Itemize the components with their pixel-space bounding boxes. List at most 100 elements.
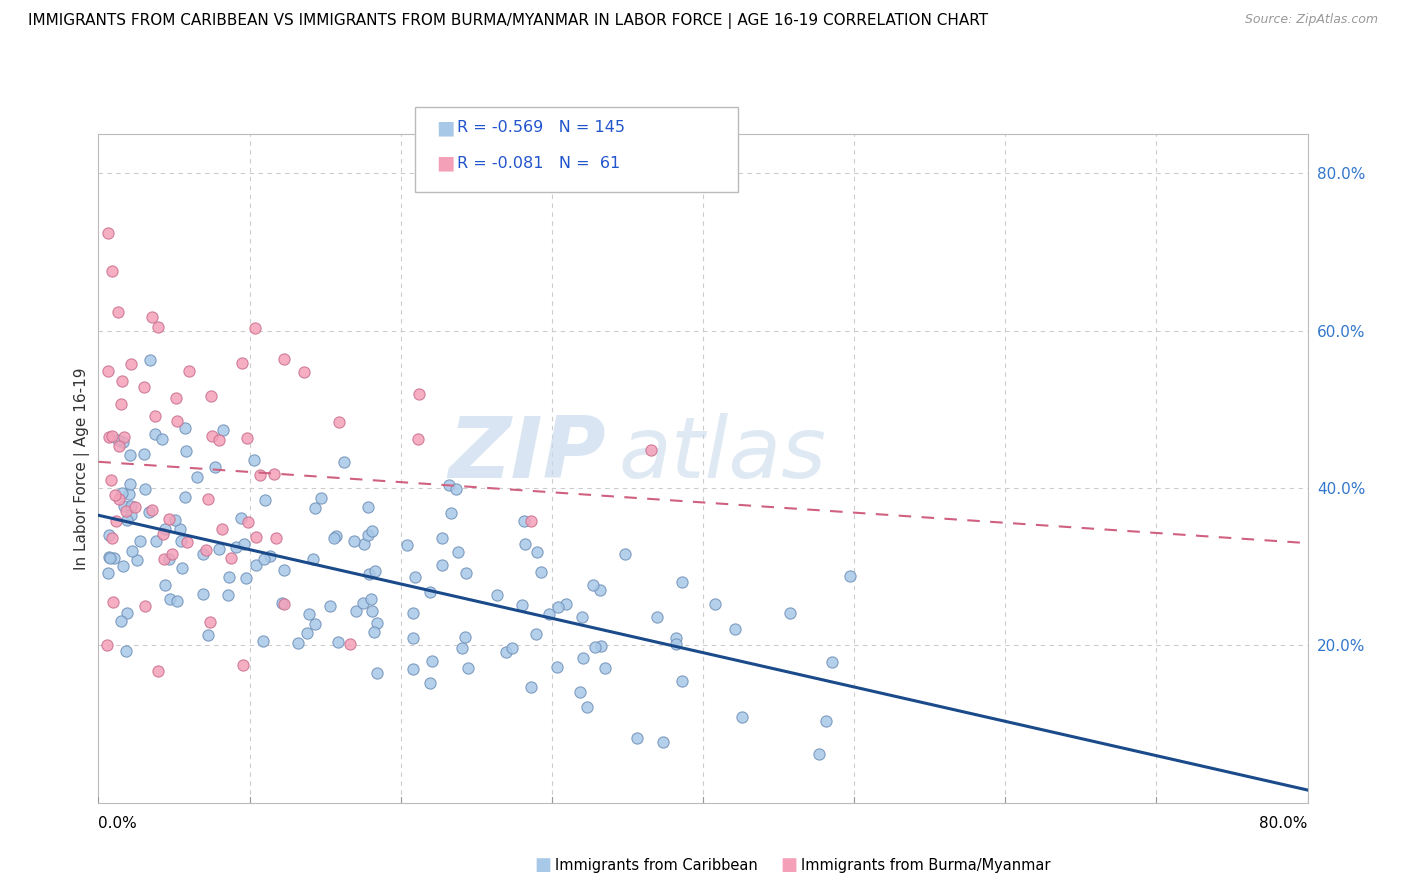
Point bbox=[249, 467, 271, 482]
Point bbox=[401, 607, 423, 621]
Point bbox=[591, 639, 613, 653]
Text: 80.0%: 80.0% bbox=[1260, 816, 1308, 831]
Point bbox=[704, 597, 727, 611]
Point bbox=[134, 380, 156, 394]
Point bbox=[582, 578, 605, 592]
Point bbox=[98, 430, 121, 444]
Point bbox=[665, 637, 688, 651]
Point bbox=[589, 582, 612, 597]
Point bbox=[134, 483, 156, 497]
Point bbox=[231, 510, 253, 524]
Point bbox=[112, 430, 135, 444]
Point bbox=[115, 504, 138, 518]
Point bbox=[218, 570, 240, 584]
Point bbox=[204, 460, 226, 475]
Point bbox=[364, 564, 387, 578]
Point bbox=[197, 491, 219, 506]
Point bbox=[361, 524, 384, 539]
Point bbox=[124, 500, 146, 515]
Point bbox=[252, 634, 274, 648]
Text: Immigrants from Caribbean: Immigrants from Caribbean bbox=[555, 858, 758, 872]
Point bbox=[263, 467, 285, 482]
Point bbox=[110, 485, 132, 500]
Point bbox=[97, 226, 120, 240]
Point bbox=[652, 735, 675, 749]
Point bbox=[454, 630, 477, 644]
Point bbox=[328, 635, 350, 649]
Point bbox=[430, 558, 453, 573]
Point bbox=[200, 389, 222, 403]
Point bbox=[395, 538, 418, 552]
Point bbox=[731, 710, 754, 724]
Point bbox=[208, 434, 231, 448]
Text: ■: ■ bbox=[534, 856, 551, 874]
Point bbox=[524, 627, 547, 641]
Point bbox=[96, 638, 118, 652]
Point bbox=[107, 305, 129, 319]
Point bbox=[530, 565, 553, 579]
Point bbox=[145, 534, 167, 549]
Point bbox=[820, 655, 842, 669]
Text: ■: ■ bbox=[436, 153, 454, 173]
Point bbox=[301, 551, 323, 566]
Point bbox=[108, 492, 131, 507]
Point bbox=[359, 567, 381, 582]
Point bbox=[235, 431, 257, 445]
Point bbox=[254, 492, 277, 507]
Point bbox=[526, 545, 548, 559]
Point bbox=[193, 547, 215, 561]
Point bbox=[253, 552, 276, 566]
Point bbox=[110, 614, 132, 628]
Point bbox=[325, 529, 347, 543]
Point bbox=[520, 680, 543, 694]
Point bbox=[143, 426, 166, 441]
Point bbox=[546, 660, 568, 674]
Point bbox=[159, 591, 181, 606]
Point bbox=[139, 353, 162, 368]
Point bbox=[100, 473, 122, 487]
Point bbox=[177, 364, 200, 378]
Point bbox=[114, 644, 136, 658]
Text: 0.0%: 0.0% bbox=[98, 816, 138, 831]
Point bbox=[273, 564, 295, 578]
Text: R = -0.569   N = 145: R = -0.569 N = 145 bbox=[457, 120, 624, 135]
Text: atlas: atlas bbox=[619, 413, 827, 497]
Point bbox=[101, 264, 124, 278]
Point bbox=[121, 544, 143, 558]
Point bbox=[568, 684, 591, 698]
Point bbox=[117, 606, 139, 620]
Point bbox=[485, 587, 508, 601]
Point bbox=[243, 453, 266, 467]
Point bbox=[361, 604, 384, 618]
Point bbox=[195, 543, 218, 558]
Point bbox=[101, 429, 124, 443]
Point bbox=[197, 628, 219, 642]
Point bbox=[271, 596, 294, 610]
Point bbox=[665, 632, 688, 646]
Point bbox=[143, 409, 166, 424]
Point bbox=[172, 560, 194, 574]
Point bbox=[304, 501, 326, 516]
Point bbox=[626, 731, 648, 746]
Point bbox=[98, 551, 121, 566]
Point bbox=[273, 598, 295, 612]
Point bbox=[110, 374, 132, 388]
Point bbox=[211, 423, 233, 437]
Point bbox=[231, 356, 253, 370]
Point bbox=[360, 592, 382, 607]
Point bbox=[112, 499, 135, 513]
Point bbox=[219, 550, 242, 565]
Point bbox=[225, 540, 247, 554]
Point bbox=[120, 499, 142, 513]
Text: IMMIGRANTS FROM CARIBBEAN VS IMMIGRANTS FROM BURMA/MYANMAR IN LABOR FORCE | AGE : IMMIGRANTS FROM CARIBBEAN VS IMMIGRANTS … bbox=[28, 13, 988, 29]
Point bbox=[157, 552, 180, 566]
Point bbox=[401, 631, 423, 645]
Point bbox=[779, 606, 801, 620]
Point bbox=[333, 455, 356, 469]
Point bbox=[297, 626, 319, 640]
Point bbox=[501, 641, 523, 656]
Point bbox=[363, 624, 385, 639]
Point bbox=[217, 588, 239, 602]
Point bbox=[118, 477, 141, 491]
Point bbox=[104, 514, 127, 528]
